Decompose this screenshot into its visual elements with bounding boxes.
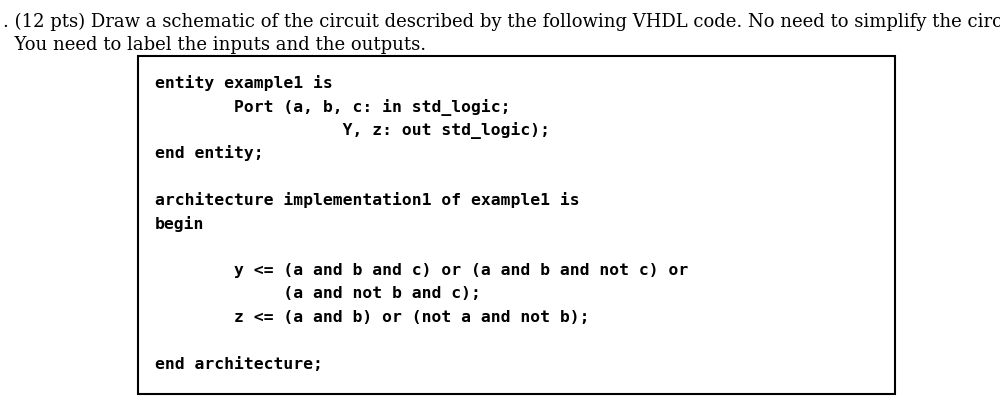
Text: end architecture;: end architecture; — [155, 356, 323, 371]
Text: You need to label the inputs and the outputs.: You need to label the inputs and the out… — [3, 36, 426, 54]
Text: architecture implementation1 of example1 is: architecture implementation1 of example1… — [155, 192, 580, 208]
Text: end entity;: end entity; — [155, 145, 264, 161]
Text: begin: begin — [155, 215, 204, 231]
Bar — [138, 57, 895, 394]
Text: entity example1 is: entity example1 is — [155, 75, 333, 91]
Text: Port (a, b, c: in std_logic;: Port (a, b, c: in std_logic; — [155, 98, 511, 115]
Text: (a and not b and c);: (a and not b and c); — [155, 286, 481, 301]
Text: . (12 pts) Draw a schematic of the circuit described by the following VHDL code.: . (12 pts) Draw a schematic of the circu… — [3, 13, 1000, 31]
Text: Y, z: out std_logic);: Y, z: out std_logic); — [155, 122, 550, 139]
Text: z <= (a and b) or (not a and not b);: z <= (a and b) or (not a and not b); — [155, 309, 590, 324]
Text: y <= (a and b and c) or (a and b and not c) or: y <= (a and b and c) or (a and b and not… — [155, 262, 688, 277]
